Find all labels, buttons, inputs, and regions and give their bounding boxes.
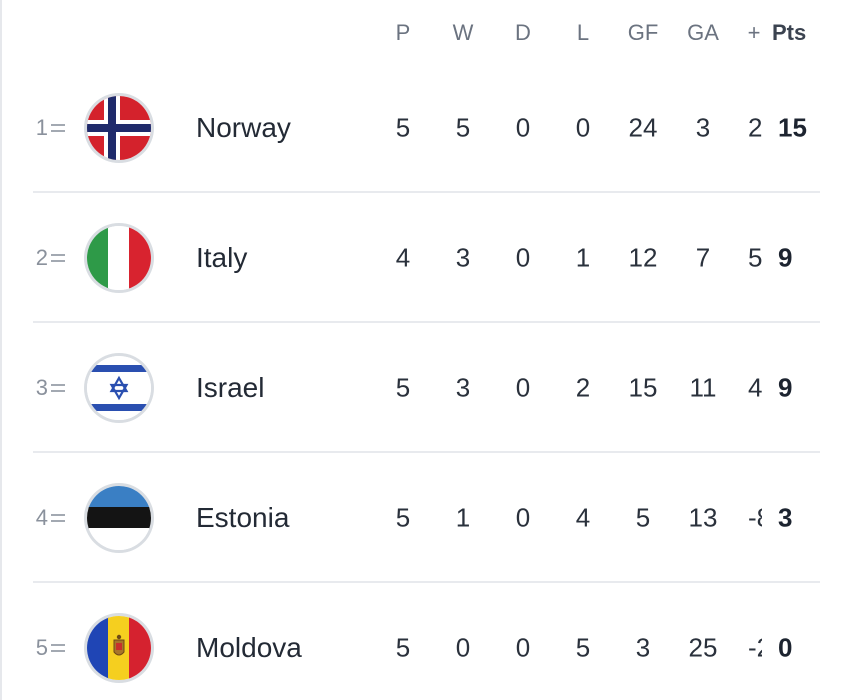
goals-for-value: 24 (628, 112, 658, 143)
position: 4 (32, 505, 80, 531)
estonia-flag-icon (87, 486, 151, 550)
goals-against-value: 7 (695, 242, 711, 273)
goal-difference-value: -8 (748, 502, 762, 533)
team-name[interactable]: Israel (196, 372, 265, 403)
drawn-value: 0 (515, 632, 531, 663)
table-row[interactable]: 4 Estonia 5 1 0 4 5 13 -8 3 (0, 453, 856, 583)
table-header: P W D L GF GA + Pts (0, 0, 856, 64)
goals-for-value: 5 (635, 502, 651, 533)
drawn-value: 0 (515, 112, 531, 143)
position-number: 4 (35, 505, 48, 530)
team-name[interactable]: Norway (196, 112, 291, 143)
points-value: 9 (778, 242, 793, 273)
won-value: 3 (455, 372, 471, 403)
lost-value: 0 (575, 112, 591, 143)
drawn-value: 0 (515, 502, 531, 533)
row-divider (33, 321, 820, 323)
moldova-flag-icon (87, 616, 151, 680)
position-number: 3 (35, 375, 48, 400)
position: 2 (32, 245, 80, 271)
position: 5 (32, 635, 80, 661)
row-divider (33, 191, 820, 193)
won-value: 0 (455, 632, 471, 663)
column-goals-for[interactable]: GF (627, 20, 659, 45)
played-value: 5 (395, 112, 411, 143)
won-value: 3 (455, 242, 471, 273)
goals-for-value: 15 (628, 372, 658, 403)
position-number: 1 (35, 115, 48, 140)
position-unchanged-icon (51, 513, 65, 523)
won-value: 1 (455, 502, 471, 533)
team-name[interactable]: Italy (196, 242, 248, 273)
goals-against-value: 13 (688, 502, 718, 533)
position-unchanged-icon (51, 643, 65, 653)
position-number: 2 (35, 245, 48, 270)
column-drawn[interactable]: D (515, 20, 531, 45)
row-divider (33, 581, 820, 583)
position: 1 (32, 115, 80, 141)
position-unchanged-icon (51, 123, 65, 133)
lost-value: 5 (575, 632, 591, 663)
goals-against-value: 11 (689, 372, 717, 403)
played-value: 5 (395, 632, 411, 663)
points-value: 9 (778, 372, 793, 403)
table-row[interactable]: 2 Italy 4 3 0 1 12 7 5 9 (0, 193, 856, 323)
goals-against-value: 25 (688, 632, 718, 663)
goals-against-value: 3 (695, 112, 711, 143)
points-value: 0 (778, 632, 793, 663)
column-won[interactable]: W (452, 20, 474, 45)
position-unchanged-icon (51, 383, 65, 393)
goals-for-value: 12 (628, 242, 658, 273)
points-value: 3 (778, 502, 793, 533)
goals-for-value: 3 (635, 632, 651, 663)
column-played[interactable]: P (395, 20, 411, 45)
played-value: 5 (395, 502, 411, 533)
drawn-value: 0 (515, 242, 531, 273)
table-row[interactable]: 1 Norway 5 5 0 0 24 3 21 15 (0, 63, 856, 193)
team-name[interactable]: Estonia (196, 502, 290, 533)
column-goal-difference[interactable]: + (747, 20, 761, 45)
column-points[interactable]: Pts (772, 20, 807, 45)
italy-flag-icon (87, 226, 151, 290)
played-value: 5 (395, 372, 411, 403)
drawn-value: 0 (515, 372, 531, 403)
lost-value: 4 (575, 502, 591, 533)
row-divider (33, 451, 820, 453)
lost-value: 1 (575, 242, 591, 273)
table-row[interactable]: 5 Moldova 5 0 0 5 3 25 -22 0 (0, 583, 856, 700)
goal-difference-value: -22 (748, 632, 762, 663)
position-number: 5 (35, 635, 48, 660)
goal-difference-value: 4 (748, 372, 762, 403)
won-value: 5 (455, 112, 471, 143)
column-lost[interactable]: L (576, 20, 590, 45)
israel-flag-icon (87, 356, 151, 420)
table-frame (0, 0, 2, 700)
team-name[interactable]: Moldova (196, 632, 302, 663)
norway-flag-icon (87, 96, 151, 160)
position-unchanged-icon (51, 253, 65, 263)
position: 3 (32, 375, 80, 401)
table-row[interactable]: 3 Israel 5 3 0 2 15 11 4 9 (0, 323, 856, 453)
column-goals-against[interactable]: GA (687, 20, 719, 45)
goal-difference-value: 5 (748, 242, 762, 273)
goal-difference-value: 21 (748, 112, 762, 143)
points-value: 15 (778, 112, 807, 143)
lost-value: 2 (575, 372, 591, 403)
played-value: 4 (395, 242, 411, 273)
